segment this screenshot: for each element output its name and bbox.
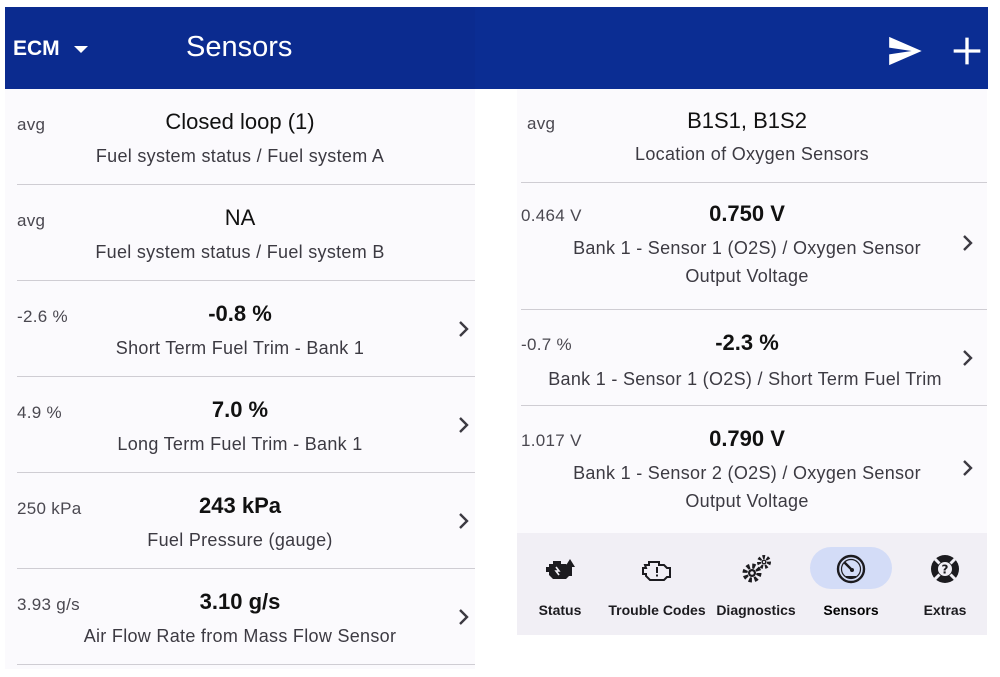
sensor-row[interactable]: 0.464 V 0.750 V Bank 1 - Sensor 1 (O2S) …: [517, 183, 987, 310]
row-divider: [17, 184, 475, 185]
nav-trouble-codes[interactable]: Trouble Codes: [607, 533, 707, 635]
gauge-icon: [836, 554, 866, 584]
sensor-min-value: 1.017 V: [521, 431, 582, 450]
sensor-value: 0.790 V: [709, 426, 785, 451]
chevron-right-icon: [459, 513, 469, 529]
chevron-right-icon: [459, 321, 469, 337]
sensor-description: Fuel system status / Fuel system A: [95, 146, 385, 166]
dropdown-caret-icon: [73, 45, 88, 53]
sensor-min-value: 250 kPa: [17, 499, 82, 518]
sensor-value: B1S1, B1S2: [687, 108, 807, 133]
sensor-description: Short Term Fuel Trim - Bank 1: [115, 338, 365, 358]
nav-status[interactable]: Status: [517, 533, 603, 635]
sensor-list-left: avg Closed loop (1) Fuel system status /…: [5, 89, 475, 669]
sensor-min-value: 4.9 %: [17, 403, 62, 422]
sensor-min-value: -0.7 %: [521, 335, 572, 354]
chevron-right-icon: [459, 609, 469, 625]
sensor-row[interactable]: avg Closed loop (1) Fuel system status /…: [5, 89, 475, 185]
bottom-navigation: Status Trouble Codes Diagnostics S: [517, 533, 987, 635]
plus-icon: [953, 37, 981, 65]
row-divider: [17, 664, 475, 665]
lifebuoy-icon: ?: [931, 555, 959, 583]
nav-sensors[interactable]: Sensors: [807, 533, 895, 635]
sensor-min-value: 3.93 g/s: [17, 595, 80, 614]
sensor-description: Bank 1 - Sensor 1 (O2S) / Oxygen Sensor …: [527, 234, 967, 290]
sensor-description: Bank 1 - Sensor 2 (O2S) / Oxygen Sensor …: [527, 459, 967, 515]
row-divider: [521, 405, 987, 406]
row-divider: [17, 568, 475, 569]
app-bar: ECM Sensors: [5, 7, 988, 89]
sensor-row[interactable]: 4.9 % 7.0 % Long Term Fuel Trim - Bank 1: [5, 377, 475, 473]
chevron-right-icon: [963, 235, 973, 251]
sensor-description-line: Bank 1 - Sensor 2 (O2S) / Oxygen Sensor: [573, 463, 921, 483]
sensor-min-value: avg: [17, 115, 46, 134]
ecu-selector-label: ECM: [13, 37, 60, 60]
row-divider: [17, 472, 475, 473]
sensor-description: Long Term Fuel Trim - Bank 1: [117, 434, 363, 454]
row-divider: [521, 309, 987, 310]
row-divider: [17, 376, 475, 377]
gears-icon: [742, 555, 771, 583]
chevron-right-icon: [459, 417, 469, 433]
sensor-description-line: Bank 1 - Sensor 1 (O2S) / Oxygen Sensor: [573, 238, 921, 258]
nav-label: Status: [538, 602, 582, 618]
nav-label: Trouble Codes: [608, 602, 706, 618]
svg-text:?: ?: [942, 563, 949, 577]
engine-warning-icon: [546, 559, 575, 579]
sensor-description: Air Flow Rate from Mass Flow Sensor: [83, 626, 397, 646]
sensor-description: Bank 1 - Sensor 1 (O2S) / Short Term Fue…: [548, 369, 942, 389]
nav-label: Sensors: [823, 602, 879, 618]
sensor-value: Closed loop (1): [165, 109, 315, 134]
sensor-row[interactable]: avg B1S1, B1S2 Location of Oxygen Sensor…: [517, 89, 987, 183]
ecu-selector[interactable]: ECM: [13, 29, 88, 69]
sensor-value: 3.10 g/s: [199, 589, 281, 614]
sensor-value: -2.3 %: [715, 330, 779, 355]
send-button[interactable]: [885, 31, 925, 71]
sensor-description: Fuel Pressure (gauge): [147, 530, 333, 550]
nav-diagnostics[interactable]: Diagnostics: [709, 533, 803, 635]
sensor-value: -0.8 %: [208, 301, 272, 326]
chevron-right-icon: [963, 460, 973, 476]
sensor-row[interactable]: 3.93 g/s 3.10 g/s Air Flow Rate from Mas…: [5, 569, 475, 665]
sensor-description-line: Output Voltage: [685, 491, 809, 511]
sensor-value: 243 kPa: [199, 493, 281, 518]
page-title: Sensors: [186, 31, 293, 63]
sensor-row[interactable]: -0.7 % -2.3 % Bank 1 - Sensor 1 (O2S) / …: [517, 310, 987, 406]
sensor-description: Location of Oxygen Sensors: [635, 144, 869, 164]
nav-label: Diagnostics: [716, 602, 796, 618]
nav-label: Extras: [923, 602, 967, 618]
sensor-description-line: Output Voltage: [685, 266, 809, 286]
sensor-min-value: -2.6 %: [17, 307, 68, 326]
sensor-description: Fuel system status / Fuel system B: [95, 242, 385, 262]
sensor-min-value: avg: [527, 114, 556, 133]
sensor-row[interactable]: 1.017 V 0.790 V Bank 1 - Sensor 2 (O2S) …: [517, 406, 987, 533]
sensor-row[interactable]: avg NA Fuel system status / Fuel system …: [5, 185, 475, 281]
sensor-row[interactable]: 250 kPa 243 kPa Fuel Pressure (gauge): [5, 473, 475, 569]
row-divider: [17, 280, 475, 281]
add-button[interactable]: [947, 31, 987, 71]
sensor-list-right: avg B1S1, B1S2 Location of Oxygen Sensor…: [517, 89, 987, 533]
chevron-right-icon: [963, 350, 973, 366]
sensor-row[interactable]: -2.6 % -0.8 % Short Term Fuel Trim - Ban…: [5, 281, 475, 377]
sensor-value: 0.750 V: [709, 201, 785, 226]
send-icon: [889, 36, 922, 66]
sensor-min-value: 0.464 V: [521, 206, 582, 225]
nav-extras[interactable]: ? Extras: [903, 533, 987, 635]
check-engine-icon: [642, 561, 671, 581]
sensor-min-value: avg: [17, 211, 46, 230]
sensor-value: NA: [224, 205, 256, 230]
sensor-value: 7.0 %: [211, 397, 269, 422]
row-divider: [521, 182, 987, 183]
